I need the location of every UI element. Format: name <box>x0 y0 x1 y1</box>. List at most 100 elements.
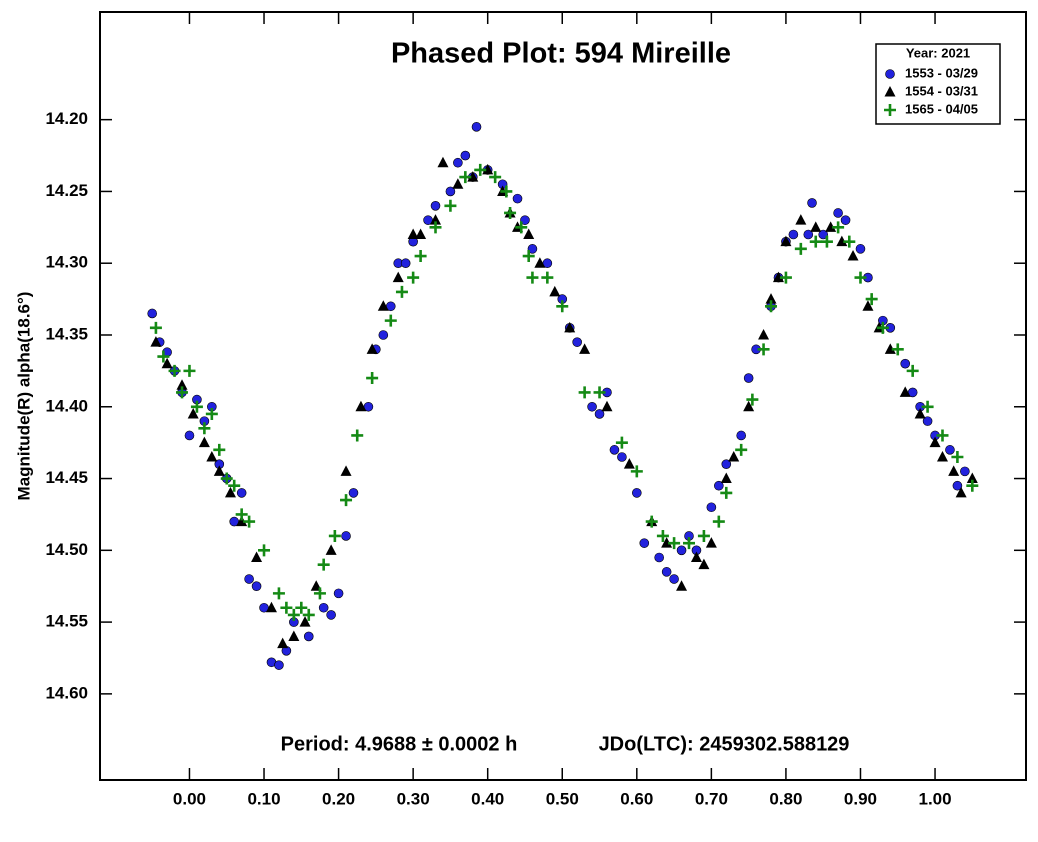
point <box>921 400 934 413</box>
y-tick-label: 14.45 <box>45 468 88 487</box>
legend-title: Year: 2021 <box>906 45 970 60</box>
point <box>366 372 379 385</box>
point <box>840 215 851 225</box>
x-tick-label: 0.10 <box>247 789 280 808</box>
legend-label: 1553 - 03/29 <box>905 65 978 80</box>
point <box>299 616 311 627</box>
point <box>265 601 277 613</box>
point <box>504 206 517 219</box>
point <box>891 343 904 356</box>
point <box>922 416 933 426</box>
point <box>676 580 688 591</box>
legend-marker <box>885 69 895 79</box>
point <box>966 479 979 492</box>
point <box>803 229 814 240</box>
point <box>807 198 817 208</box>
point <box>601 400 613 412</box>
point <box>697 529 710 542</box>
point <box>287 608 300 621</box>
point <box>303 631 314 642</box>
plot-frame <box>99 11 1027 781</box>
point <box>302 608 315 621</box>
point <box>161 357 173 369</box>
point <box>661 537 673 548</box>
point <box>522 250 535 263</box>
point <box>743 373 754 383</box>
x-tick-label: 0.60 <box>620 789 653 808</box>
point <box>593 386 606 399</box>
point <box>460 150 471 161</box>
point <box>534 257 546 268</box>
point <box>668 537 681 550</box>
point <box>317 558 330 571</box>
point <box>147 308 157 319</box>
point <box>437 156 449 168</box>
point <box>758 328 770 340</box>
point <box>617 452 627 462</box>
point <box>736 430 746 441</box>
point <box>520 215 530 225</box>
point <box>833 208 843 218</box>
point <box>526 271 539 284</box>
annotation: JDo(LTC): 2459302.588129 <box>599 733 850 755</box>
point <box>198 422 211 435</box>
point <box>698 558 710 570</box>
point <box>206 451 218 462</box>
x-tick-label: 0.00 <box>173 789 206 808</box>
point <box>500 185 513 198</box>
point <box>328 529 341 542</box>
point <box>757 343 770 356</box>
point <box>168 364 181 377</box>
point <box>541 271 554 284</box>
point <box>176 379 188 390</box>
x-tick-label: 0.50 <box>546 789 579 808</box>
point <box>452 178 464 189</box>
point <box>746 393 759 406</box>
point <box>832 221 845 234</box>
point <box>415 228 427 240</box>
point <box>795 214 807 225</box>
point <box>743 400 755 412</box>
point <box>471 122 482 132</box>
y-tick-label: 14.55 <box>45 612 88 631</box>
point <box>951 451 964 464</box>
point <box>392 271 404 283</box>
point <box>720 472 732 484</box>
point <box>313 587 326 600</box>
point <box>340 465 352 476</box>
point <box>515 221 528 234</box>
point <box>228 479 241 492</box>
point <box>430 214 442 225</box>
point <box>948 465 960 476</box>
point <box>772 271 784 283</box>
y-tick-label: 14.50 <box>45 540 88 559</box>
point <box>474 163 487 176</box>
point <box>847 250 859 261</box>
point <box>459 171 472 184</box>
point <box>444 199 457 212</box>
point <box>865 293 878 306</box>
point <box>348 488 359 498</box>
point <box>900 358 911 369</box>
point <box>251 551 263 562</box>
point <box>564 321 576 333</box>
point <box>645 515 658 528</box>
point <box>407 271 420 284</box>
y-tick-label: 14.35 <box>45 324 88 343</box>
point <box>855 244 866 254</box>
point <box>820 235 833 248</box>
point <box>966 472 978 484</box>
point <box>810 221 822 232</box>
point <box>765 293 777 304</box>
point <box>765 300 778 313</box>
point <box>952 480 963 491</box>
point <box>183 364 196 377</box>
point <box>706 502 717 513</box>
y-tick-label: 14.20 <box>45 109 88 128</box>
point <box>728 451 740 462</box>
point <box>198 436 210 448</box>
point <box>843 235 856 248</box>
point <box>295 601 308 614</box>
point <box>333 588 344 599</box>
point <box>632 488 642 498</box>
